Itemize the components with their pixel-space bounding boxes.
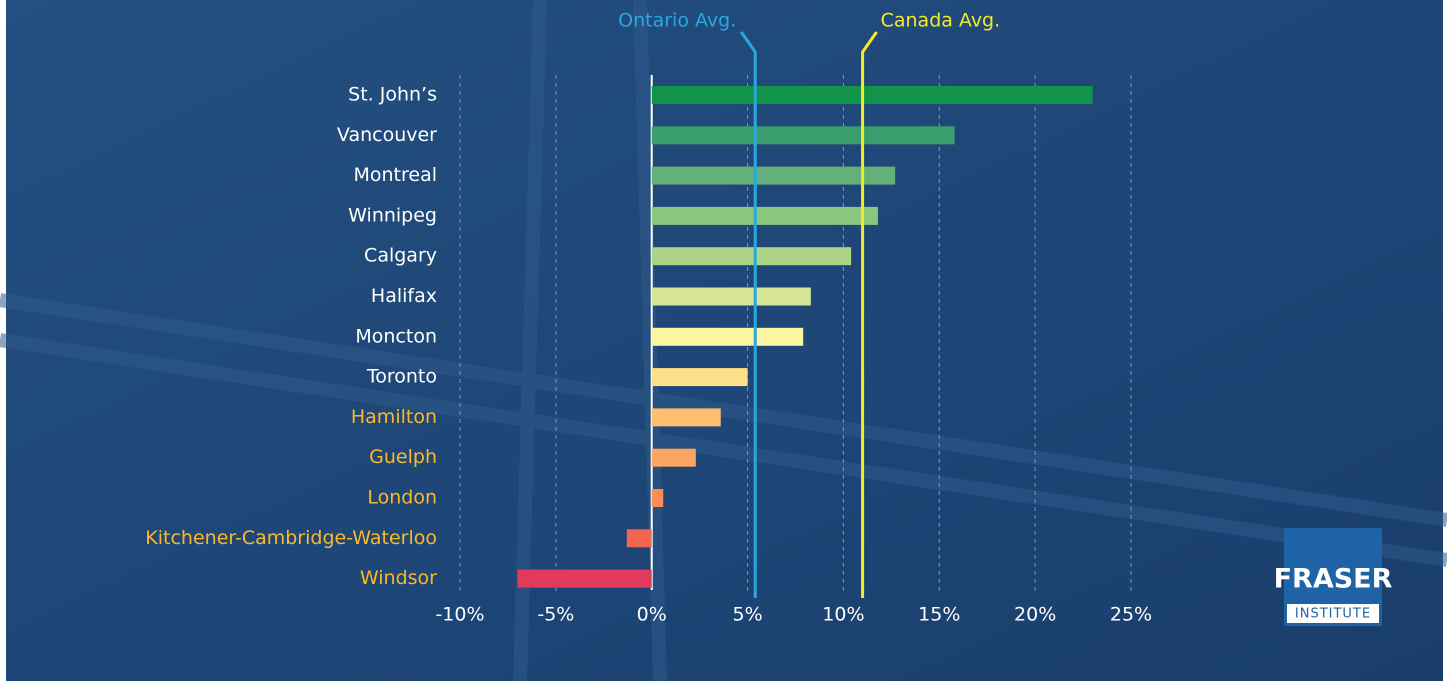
bar [652,489,664,507]
y-tick-label: Windsor [360,567,437,589]
bar [652,167,895,185]
x-tick-label: 0% [637,604,667,626]
bar [652,449,696,467]
y-tick-label: Halifax [371,285,437,307]
x-tick-label: 5% [732,604,762,626]
y-tick-label: Vancouver [337,124,437,146]
x-tick-label: 10% [822,604,864,626]
y-tick-label: London [367,487,437,509]
bar [518,570,652,588]
x-tick-label: -10% [435,604,484,626]
x-tick-label: 15% [918,604,960,626]
bar [652,368,748,386]
y-tick-label: Kitchener-Cambridge-Waterloo [145,527,437,549]
y-tick-label: Toronto [366,366,437,388]
reference-label: Ontario Avg. [618,10,736,32]
bar [627,529,652,547]
y-tick-label: St. John’s [348,84,437,106]
bar [652,247,851,265]
chart: FRASER INSTITUTE -10% -5% 0% 5% 10% 15% 20% 25%… [0,0,1447,681]
logo-text: INSTITUTE [1295,607,1371,622]
bar [652,86,1093,104]
logo: FRASER INSTITUTE [1274,528,1393,626]
y-tick-label: Moncton [355,325,437,347]
bar [652,328,803,346]
x-tick-label: -5% [537,604,574,626]
y-tick-label: Guelph [369,446,437,468]
x-tick-label: 20% [1014,604,1056,626]
x-tick-label: 25% [1110,604,1152,626]
y-tick-label: Montreal [353,164,437,186]
reference-label: Canada Avg. [881,10,1001,32]
bar [652,408,721,426]
y-tick-label: Calgary [364,245,437,267]
bar [652,126,955,144]
bar [652,288,811,306]
bar [652,207,878,225]
y-tick-label: Winnipeg [348,204,437,226]
y-tick-label: Hamilton [351,406,437,428]
logo-text: FRASER [1274,564,1393,595]
